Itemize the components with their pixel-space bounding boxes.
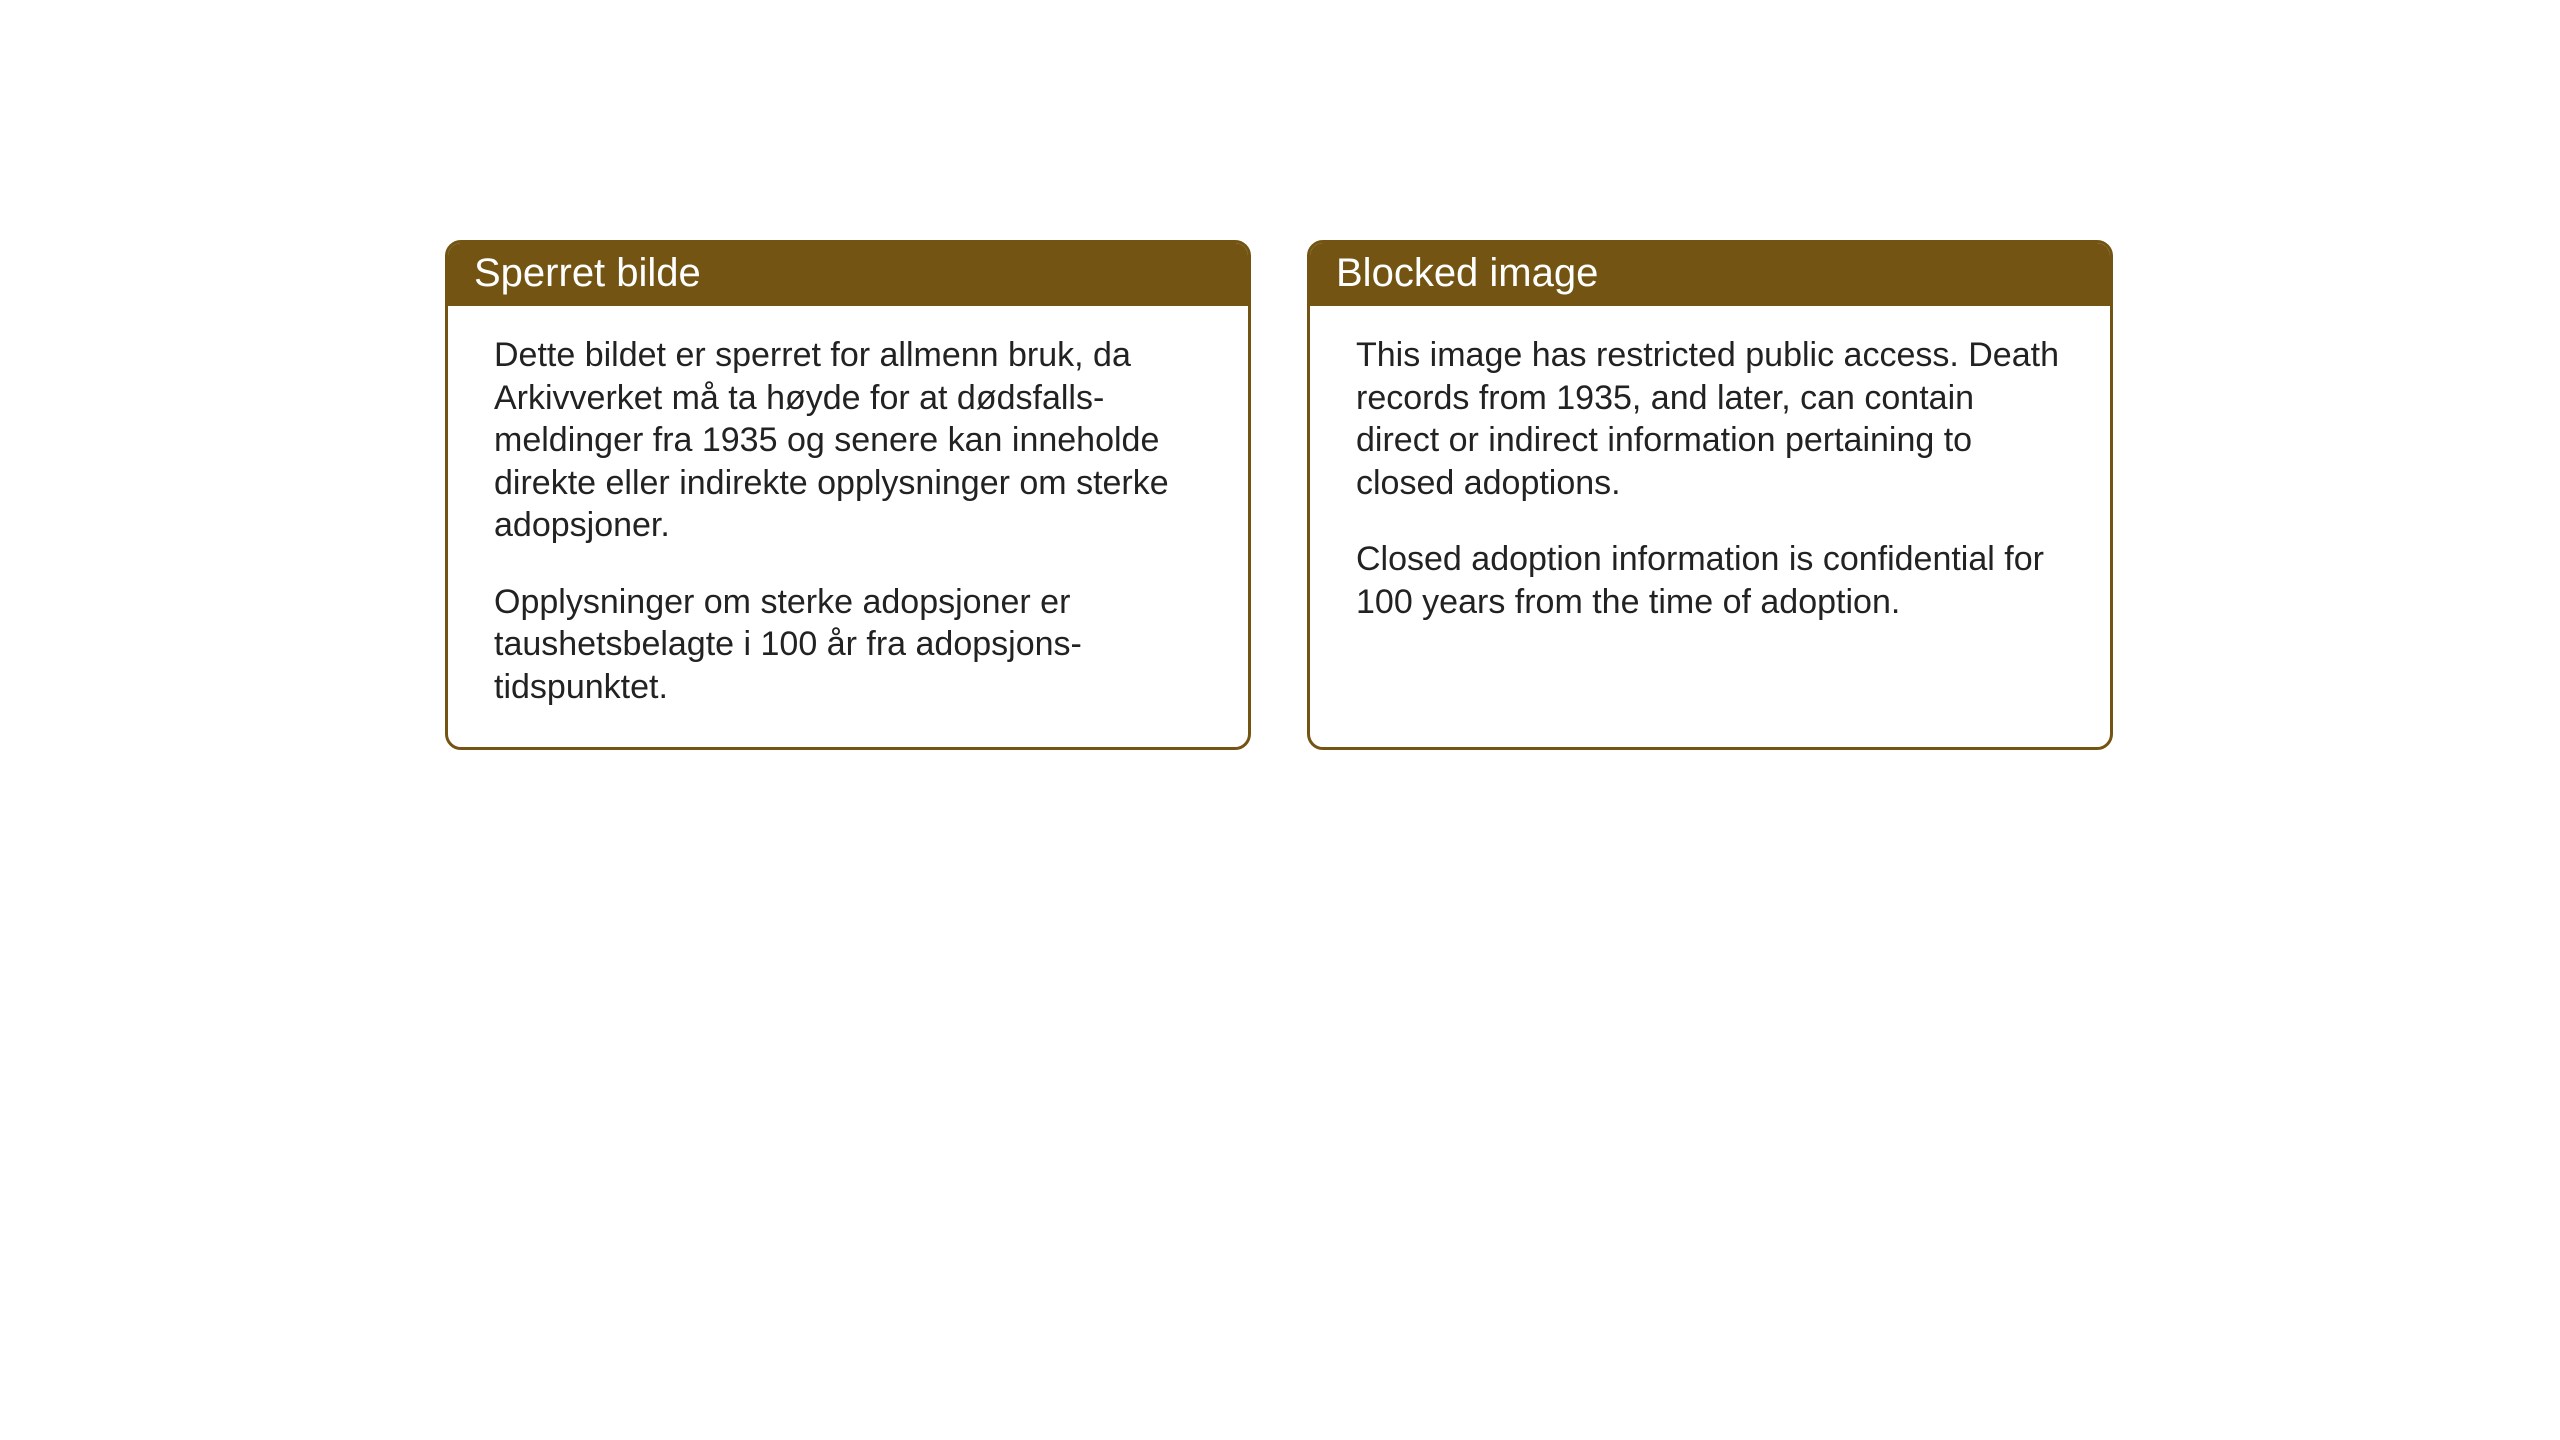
english-paragraph-2: Closed adoption information is confident… — [1356, 538, 2064, 623]
english-card-body: This image has restricted public access.… — [1310, 306, 2110, 661]
norwegian-card: Sperret bilde Dette bildet er sperret fo… — [445, 240, 1251, 750]
norwegian-card-body: Dette bildet er sperret for allmenn bruk… — [448, 306, 1248, 746]
english-card-header: Blocked image — [1310, 243, 2110, 306]
english-card-title: Blocked image — [1336, 251, 1598, 295]
norwegian-card-header: Sperret bilde — [448, 243, 1248, 306]
norwegian-card-title: Sperret bilde — [474, 251, 701, 295]
english-paragraph-1: This image has restricted public access.… — [1356, 334, 2064, 504]
norwegian-paragraph-1: Dette bildet er sperret for allmenn bruk… — [494, 334, 1202, 547]
english-card: Blocked image This image has restricted … — [1307, 240, 2113, 750]
cards-container: Sperret bilde Dette bildet er sperret fo… — [445, 240, 2113, 750]
norwegian-paragraph-2: Opplysninger om sterke adopsjoner er tau… — [494, 581, 1202, 709]
